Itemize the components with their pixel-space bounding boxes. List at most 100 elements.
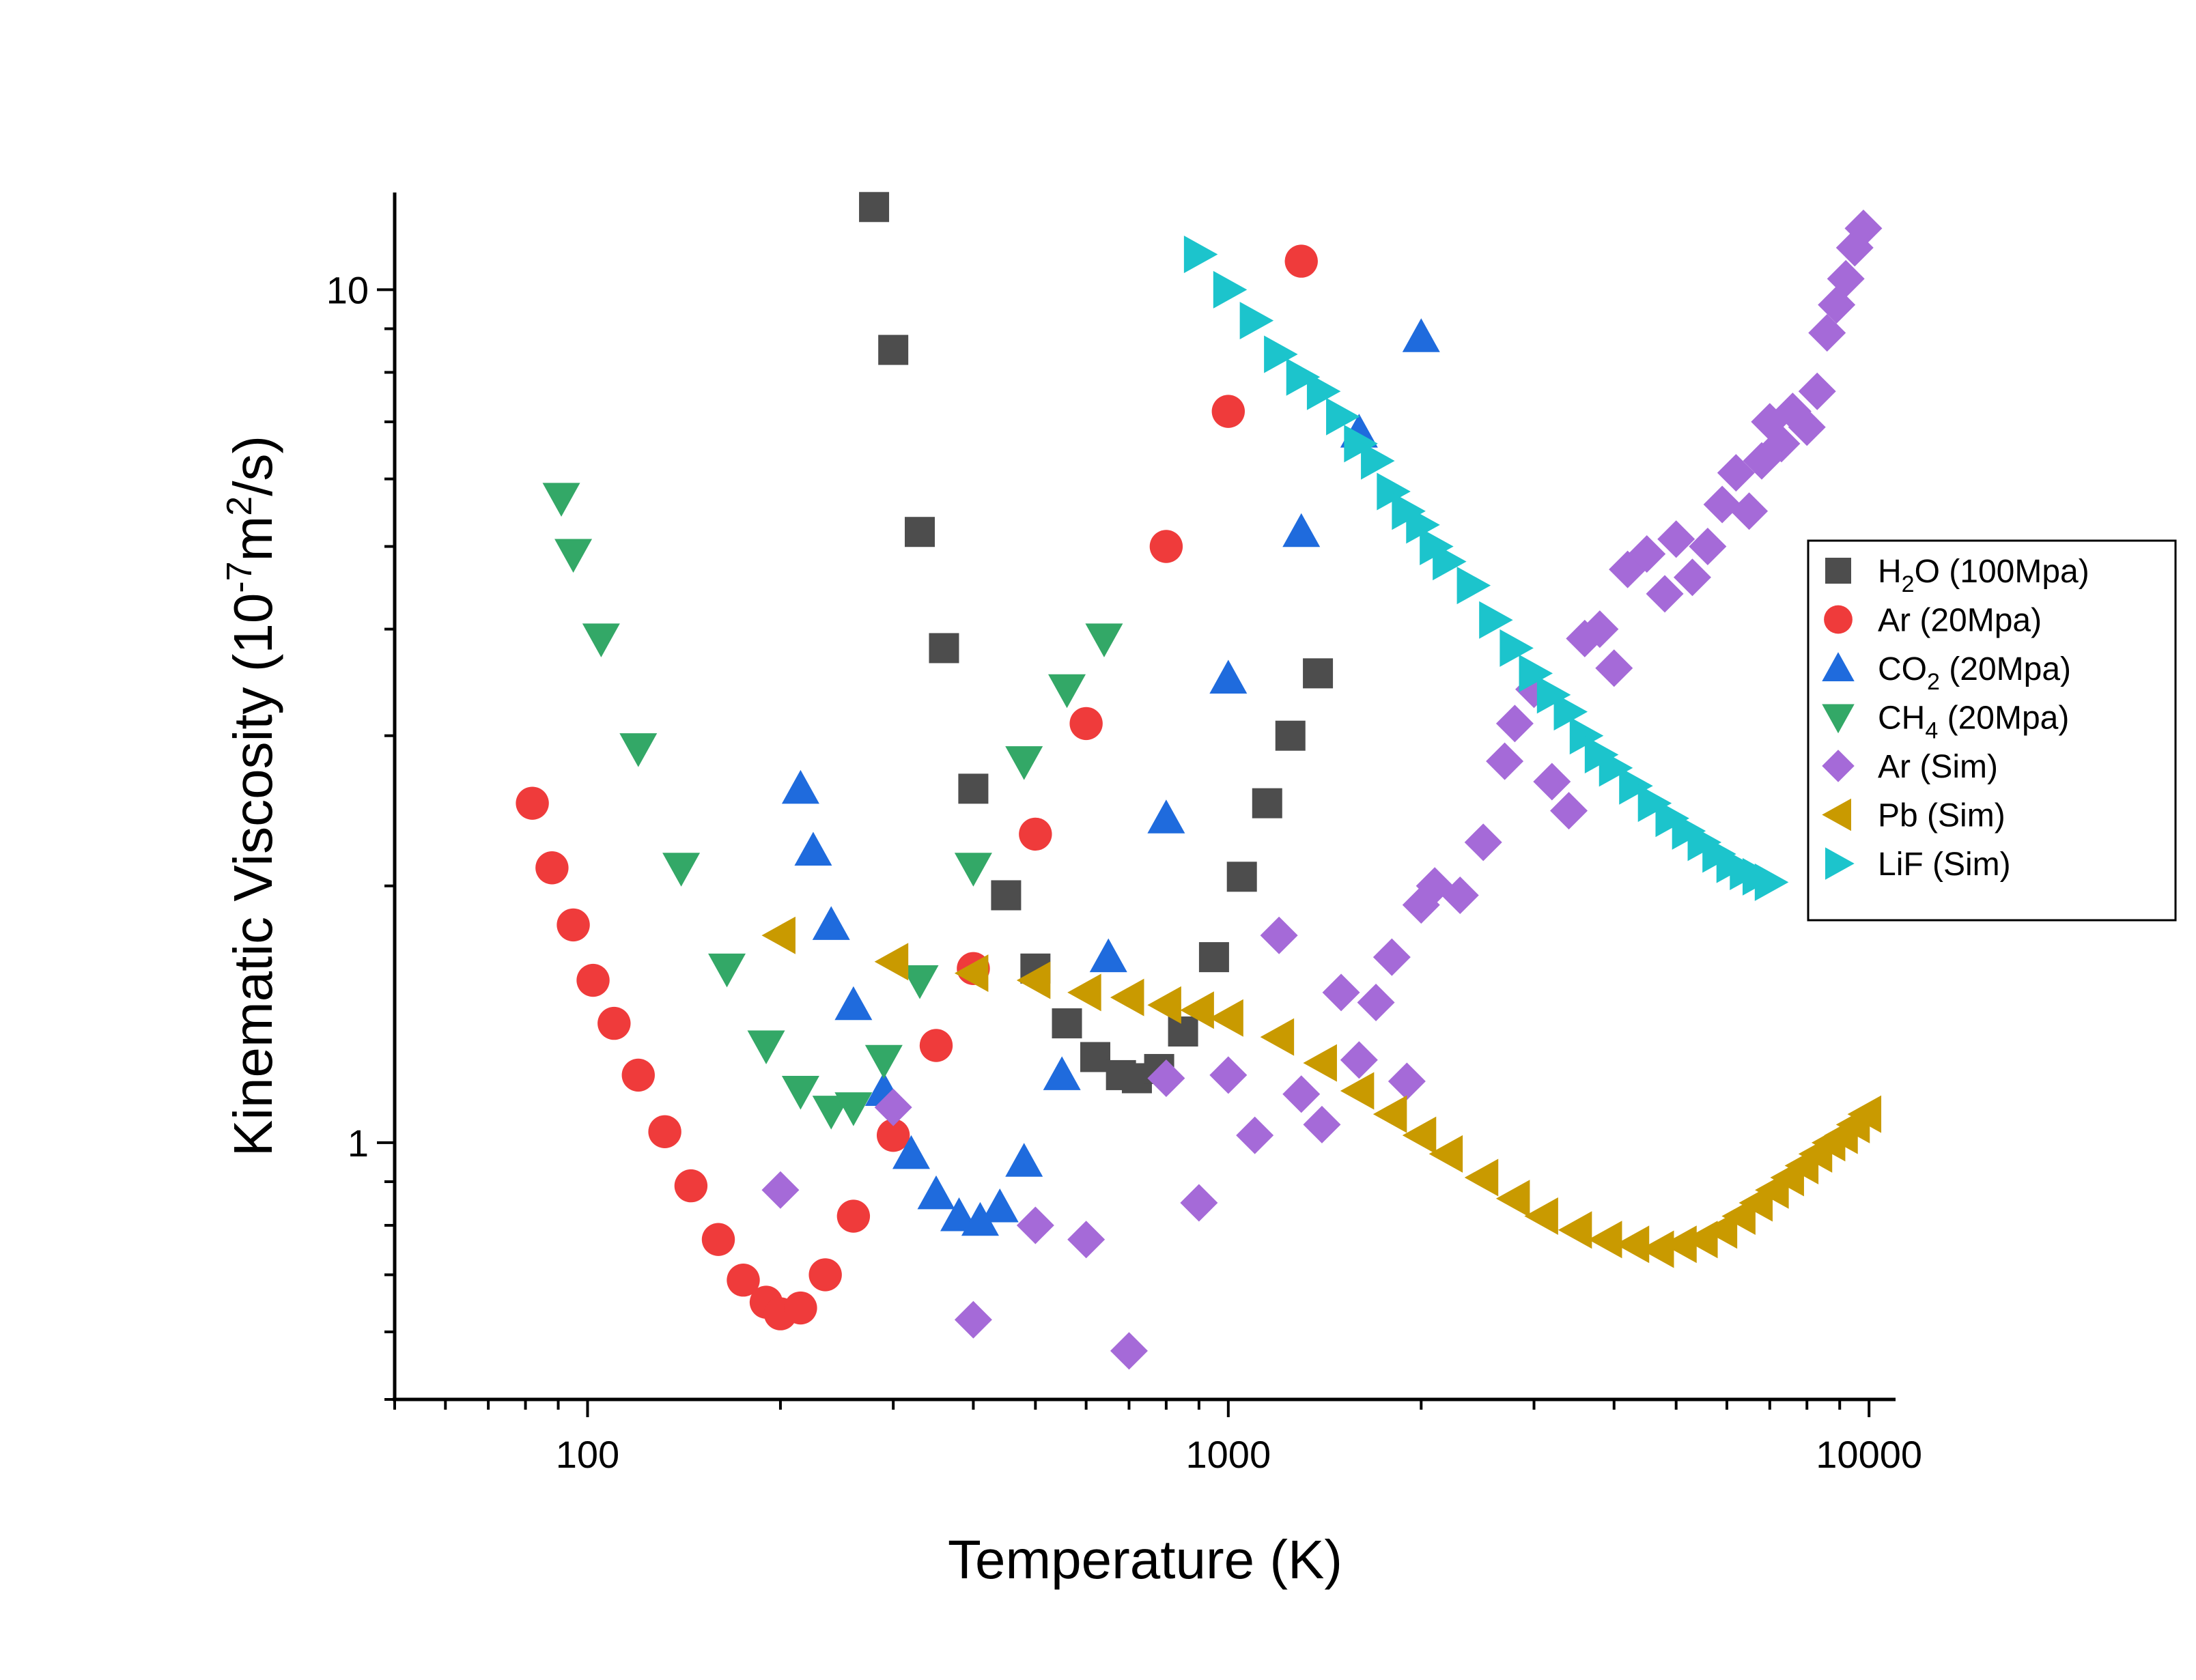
data-point [1646,575,1684,613]
data-point [1827,259,1865,298]
data-point [1080,1042,1111,1072]
data-point [1180,1184,1218,1222]
data-point [1550,792,1588,830]
data-point [1402,318,1440,352]
x-tick-label: 1000 [1186,1433,1271,1476]
data-point [1260,916,1298,954]
data-point [557,908,590,942]
legend-label: H2O (100Mpa) [1878,554,2089,597]
data-point [1657,520,1695,558]
data-point [1495,1180,1530,1218]
legend-marker [1825,847,1855,880]
data-point [597,1006,631,1040]
data-point [1211,395,1245,428]
data-point [781,1076,819,1110]
data-point [1441,876,1479,914]
data-point [619,733,658,767]
data-point [1663,1225,1697,1264]
data-point [1754,863,1789,901]
axes [393,193,1896,1401]
data-point [1402,1116,1437,1154]
data-point [1005,1143,1043,1177]
data-point [1377,472,1411,511]
data-point [1798,372,1836,410]
data-point [864,1044,903,1079]
data-point [576,963,610,997]
x-tick-label: 10000 [1816,1433,1922,1476]
data-point [1069,707,1103,741]
data-point [535,851,569,885]
data-point [1209,1056,1248,1094]
data-point [1005,746,1043,780]
series-pb-sim [761,916,1882,1268]
data-point [1303,658,1334,689]
plot-area [516,192,1883,1370]
data-point [1456,567,1491,605]
legend-label: CO2 (20Mpa) [1878,651,2071,695]
legend-marker [1822,704,1855,734]
data-point [1286,358,1321,396]
data-point [1357,984,1395,1022]
data-point [1303,1105,1341,1143]
data-point [1052,1008,1082,1039]
data-point [812,1096,850,1130]
data-point [1673,558,1711,597]
data-point [1730,492,1769,530]
data-point [1282,1075,1321,1113]
data-point [892,1135,930,1169]
legend-label: Ar (20Mpa) [1878,603,2042,639]
legend-item: LiF (Sim) [1825,846,2011,883]
data-point [1168,1016,1198,1047]
data-point [919,1029,953,1062]
y-ticks: 1 10 [326,268,395,1401]
legend: H2O (100Mpa) Ar (20Mpa) CO2 (20Mpa) CH4 (20… [1807,539,2177,922]
data-point [1406,506,1440,544]
data-point [1533,763,1571,801]
data-point [1486,742,1524,780]
data-point [954,1300,992,1339]
data-point [1183,236,1218,274]
data-point [1019,817,1052,851]
data-point [940,1197,979,1231]
data-point [878,334,909,365]
data-point [582,623,620,657]
data-point [1703,485,1741,524]
data-point [1284,244,1318,278]
data-point [1067,1221,1106,1259]
y-axis-title-unit-exp: 2 [220,496,259,516]
data-point [1639,1230,1674,1268]
series-ch4-20mpa [542,483,1123,1130]
data-point [1264,335,1298,373]
data-point [1628,535,1666,573]
data-point [1844,210,1883,248]
data-point [1326,397,1360,436]
legend-label: CH4 (20Mpa) [1878,700,2069,744]
data-point [708,953,746,988]
data-point [1252,788,1282,818]
legend-item: CH4 (20Mpa) [1822,700,2069,744]
data-point [784,1291,817,1325]
data-point [1615,1225,1650,1264]
data-point [781,769,819,804]
data-point [954,853,992,887]
data-point [1495,704,1534,743]
data-point [1599,749,1633,787]
data-point [1282,513,1321,547]
data-point [542,483,580,517]
legend-item: H2O (100Mpa) [1825,554,2089,597]
y-axis-title-exp: -7 [220,561,259,593]
data-point [1569,717,1604,755]
data-point [991,880,1022,911]
data-point [958,773,989,804]
data-point [859,192,890,223]
data-point [1147,1059,1185,1097]
y-axis-title-tail: /s) [223,436,283,496]
data-point [1180,991,1214,1029]
series-lif-sim [1183,236,1789,901]
legend-marker [1824,605,1853,634]
data-point [1198,942,1229,973]
data-point [1149,530,1183,563]
data-point [1788,408,1826,446]
data-point [905,517,935,547]
data-point [808,1258,842,1292]
